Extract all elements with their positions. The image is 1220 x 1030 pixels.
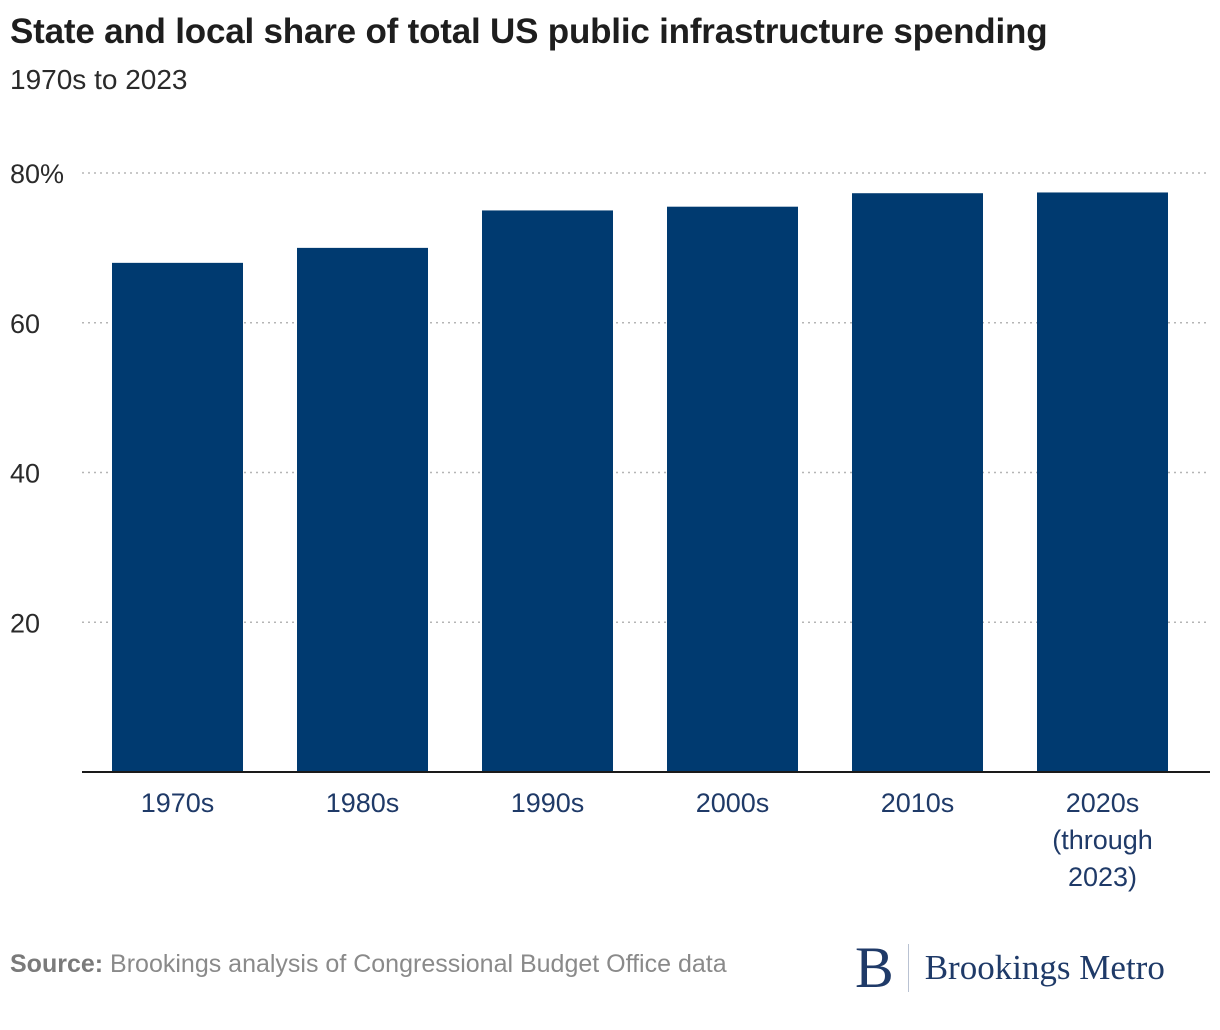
logo-letter: B [855,935,894,1000]
x-tick-label: 1980s [326,788,400,818]
bar [297,247,428,772]
y-tick-label: 60 [10,309,40,339]
brookings-metro-logo: B Brookings Metro [855,938,1165,998]
x-tick-label: 2020s (through 2023) [1052,788,1153,892]
bar [112,262,243,772]
x-tick-label: 1970s [141,788,215,818]
source-label: Source: [10,950,104,978]
y-tick-label: 20 [10,608,40,638]
bars [112,192,1168,773]
bar [667,206,798,773]
source-text: Brookings analysis of Congressional Budg… [110,950,727,978]
y-tick-label: 80% [10,159,64,189]
y-axis-ticks: 20 40 60 80% [10,159,64,638]
x-axis-ticks: 1970s 1980s 1990s 2000s 2010s 2020s (through 20… [141,788,1153,892]
bar [482,210,613,772]
chart-title: State and local share of total US public… [10,12,1048,51]
bar [1037,192,1168,772]
x-tick-label: 2000s [696,788,770,818]
x-tick-label: 2010s [881,788,955,818]
logo-text: Brookings Metro [924,948,1165,987]
chart-subtitle: 1970s to 2023 [10,64,188,95]
bar [852,193,983,772]
bar-chart: 20 40 60 80% 1970s 1980s 1990s 2000s 2010s 2020s… [10,159,1210,892]
x-tick-label: 1990s [511,788,585,818]
y-tick-label: 40 [10,459,40,489]
source-note: Source: Brookings analysis of Congressio… [10,946,800,982]
logo-divider [907,944,909,992]
gridlines [82,172,1210,623]
